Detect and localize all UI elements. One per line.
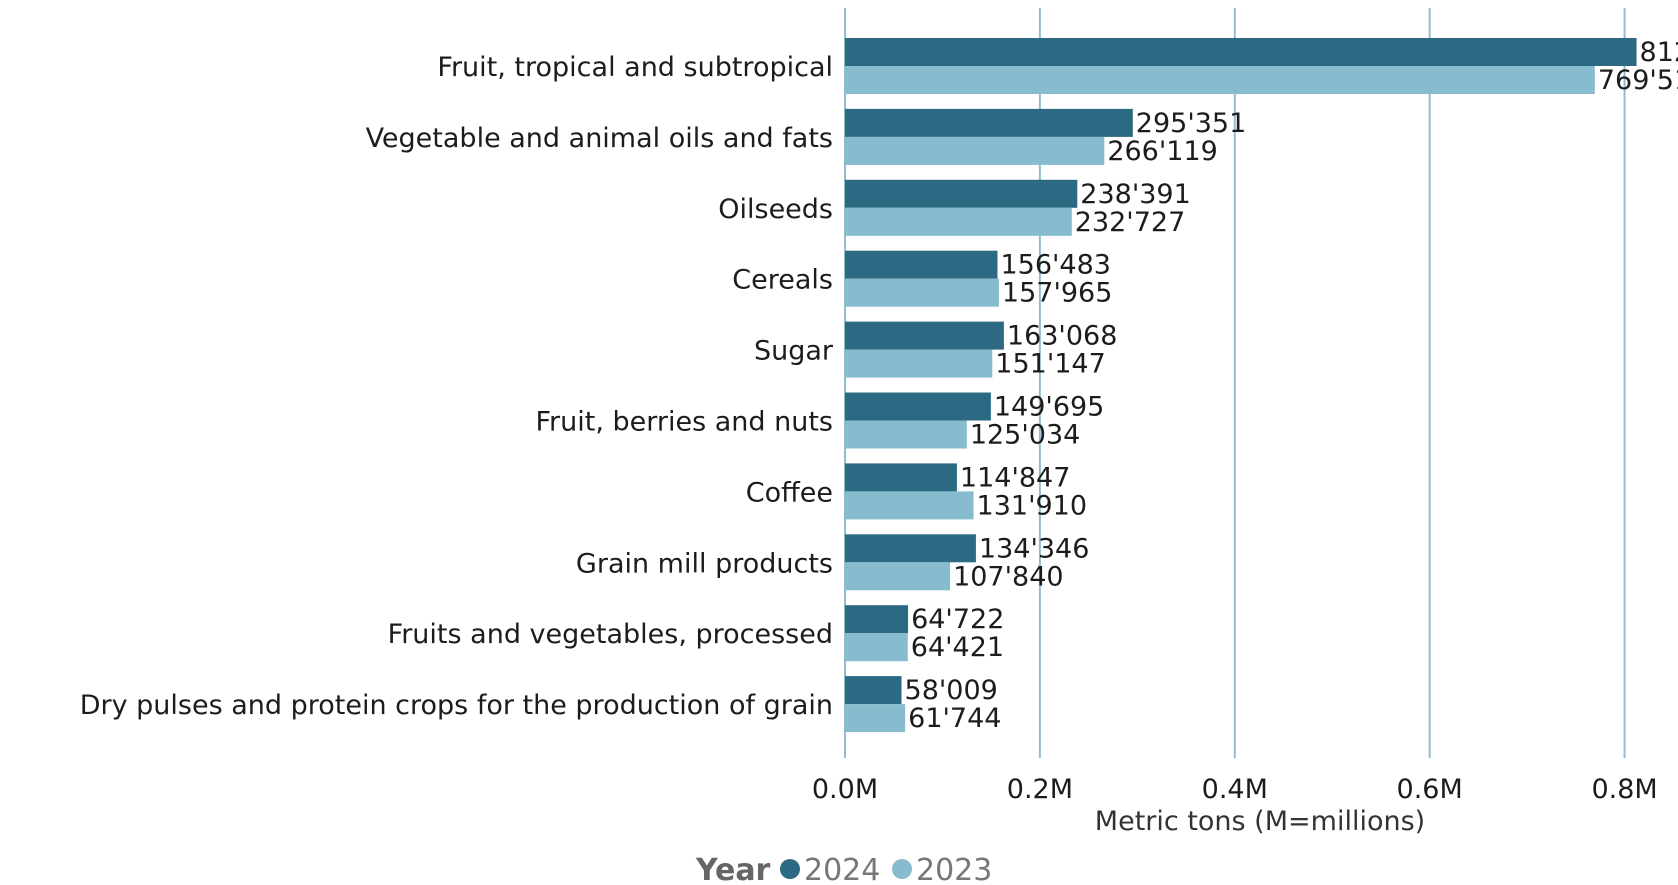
data-label: 134'346 [979,533,1090,564]
data-label: 238'391 [1080,179,1191,210]
bar-2023 [845,633,908,662]
bar-2024 [845,38,1637,66]
category-label: Fruits and vegetables, processed [388,619,833,650]
data-label: 61'744 [908,703,1001,734]
bar-2023 [845,491,974,520]
category-labels: Fruit, tropical and subtropical Vegetable… [80,52,834,721]
category-label: Vegetable and animal oils and fats [366,123,833,154]
legend-marker [892,859,912,879]
bar-2024 [845,321,1004,350]
category-label: Oilseeds [718,194,833,225]
data-label: 64'421 [911,632,1004,663]
bar-2023 [845,420,967,449]
data-label: 156'483 [1000,250,1111,281]
data-label: 812'315 [1640,37,1678,68]
category-label: Fruit, berries and nuts [535,407,833,438]
bar-2023 [845,562,951,591]
legend: Year 2024 2023 [695,853,992,885]
data-label: 157'965 [1002,278,1113,309]
bar-2023 [845,349,993,378]
bar-2024 [845,534,976,563]
bar-2024 [845,250,998,279]
category-label: Fruit, tropical and subtropical [437,52,833,83]
bar-2024 [845,605,909,634]
data-label: 131'910 [977,490,1088,521]
data-label: 769'519 [1598,65,1678,96]
data-label: 58'009 [905,675,998,706]
x-tick-label: 0.8M [1591,774,1657,805]
data-label: 266'119 [1107,136,1218,167]
legend-entry: 2023 [916,853,992,885]
data-label: 151'147 [995,349,1106,380]
data-label: 64'722 [911,604,1004,635]
bar-2024 [845,392,991,421]
legend-title: Year [695,853,771,885]
data-label: 125'034 [970,420,1080,451]
data-label: 232'727 [1075,207,1186,238]
x-tick-label: 0.4M [1202,774,1268,805]
bars [845,38,1637,733]
bar-2024 [845,676,902,705]
data-label: 149'695 [994,392,1104,423]
category-label: Grain mill products [576,548,833,579]
bar-2023 [845,704,906,733]
bar-2024 [845,108,1133,137]
bar-2024 [845,179,1078,208]
x-tick-label: 0.0M [812,774,878,805]
legend-entry: 2024 [804,853,880,885]
category-label: Sugar [754,336,834,367]
data-label: 114'847 [960,462,1071,493]
data-label: 295'351 [1136,108,1247,139]
data-label: 107'840 [953,561,1064,592]
bar-2023 [845,207,1072,236]
bar-2023 [845,278,999,307]
legend-marker [780,859,800,879]
x-tick-label: 0.2M [1007,774,1073,805]
x-axis-title: Metric tons (M=millions) [1095,806,1425,837]
bar-2023 [845,66,1595,94]
bar-2023 [845,136,1105,165]
category-label: Cereals [732,265,833,296]
category-label: Dry pulses and protein crops for the pro… [80,690,833,721]
data-label: 163'068 [1007,321,1117,352]
category-label: Coffee [746,477,833,508]
bar-2024 [845,463,957,492]
x-tick-label: 0.6M [1397,774,1463,805]
x-axis-ticks: 0.0M 0.2M 0.4M 0.6M 0.8M [812,774,1658,805]
